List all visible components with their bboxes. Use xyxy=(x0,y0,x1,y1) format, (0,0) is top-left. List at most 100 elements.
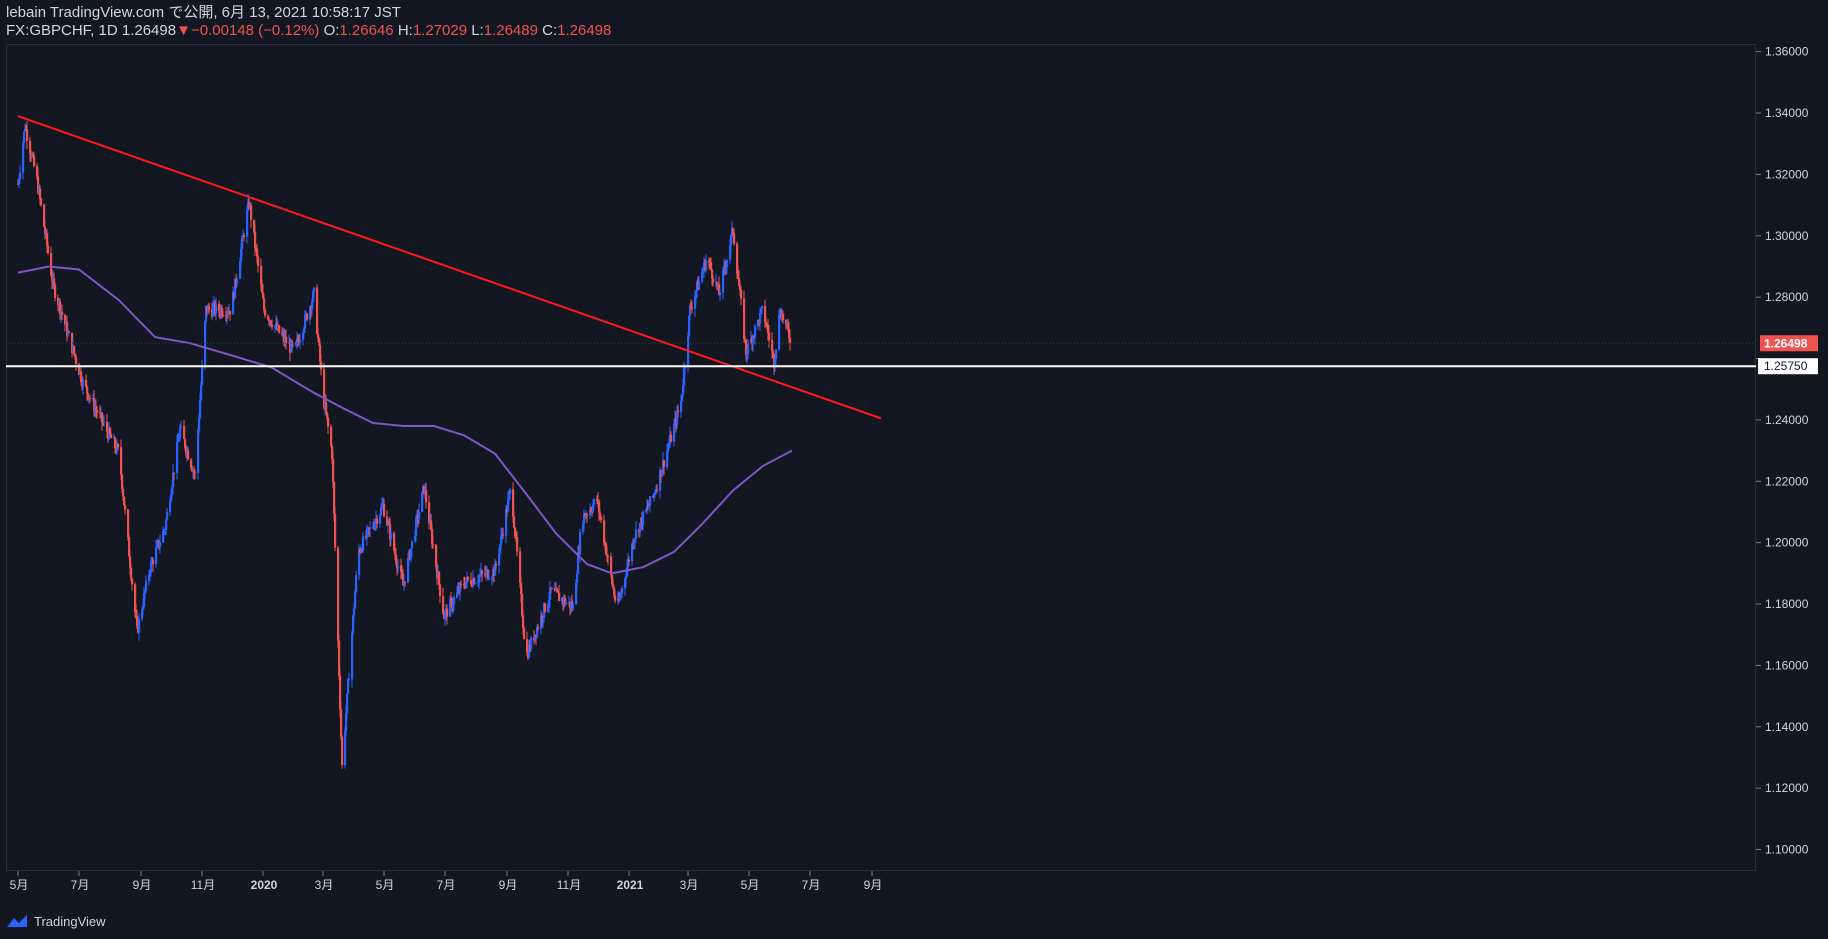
candle-body xyxy=(53,278,56,285)
candle-body xyxy=(169,501,172,512)
x-tick-label: 3月 xyxy=(315,878,334,892)
candle-body xyxy=(582,523,585,532)
candle-body xyxy=(183,425,186,439)
x-tick-label: 2020 xyxy=(251,878,278,892)
candle-body xyxy=(485,571,488,575)
candle-body xyxy=(162,531,165,543)
candle-body xyxy=(184,438,187,448)
y-tick-label: 1.10000 xyxy=(1765,843,1809,857)
candle-body xyxy=(649,496,652,506)
candle-body xyxy=(340,709,343,737)
candle-body xyxy=(509,489,512,494)
y-tick-label: 1.14000 xyxy=(1765,720,1809,734)
candle-body xyxy=(683,368,686,386)
candle-body xyxy=(218,303,221,311)
candle-body xyxy=(379,514,382,524)
candle-body xyxy=(740,289,743,299)
candle-body xyxy=(122,489,125,497)
candle-body xyxy=(40,198,43,205)
chart-header: lebain TradingView.com で公開, 6月 13, 2021 … xyxy=(6,4,611,40)
candle-body xyxy=(470,579,473,585)
candle-body xyxy=(267,315,270,320)
candle-body xyxy=(541,615,544,621)
candle-body xyxy=(710,262,713,270)
candle-body xyxy=(246,210,249,237)
candle-body xyxy=(270,320,273,325)
candle-body xyxy=(260,265,263,285)
candle-body xyxy=(614,595,617,601)
candle-body xyxy=(341,736,344,765)
x-tick-label: 9月 xyxy=(133,878,152,892)
candle-body xyxy=(345,713,348,731)
candle-body xyxy=(507,499,510,512)
candle-body xyxy=(222,315,225,317)
y-tick-label: 1.16000 xyxy=(1765,658,1809,672)
candle-body xyxy=(400,565,403,572)
trendline[interactable] xyxy=(17,115,882,420)
candle-body xyxy=(191,467,194,472)
candle-body xyxy=(117,444,120,448)
candle-body xyxy=(667,447,670,452)
candle-body xyxy=(215,303,218,314)
candle-body xyxy=(519,551,522,583)
candle-body xyxy=(331,446,334,459)
candle-body xyxy=(628,559,631,562)
candle-body xyxy=(302,333,305,340)
candle-body xyxy=(607,556,610,558)
candle-body xyxy=(96,410,99,413)
candle-body xyxy=(376,518,379,524)
candle-body xyxy=(428,502,431,523)
candle-body xyxy=(193,470,196,473)
moving-average-line[interactable] xyxy=(17,265,793,575)
candle-body xyxy=(418,511,421,519)
candle-body xyxy=(347,679,350,694)
candle-body xyxy=(180,425,183,428)
candle-body xyxy=(351,632,354,680)
candle-body xyxy=(746,354,749,356)
close-value: 1.26498 xyxy=(557,22,612,39)
candle-body xyxy=(306,313,309,320)
candle-body xyxy=(159,542,162,547)
candle-body xyxy=(121,474,124,490)
candle-body xyxy=(250,205,253,220)
candle-body xyxy=(635,529,638,539)
candle-body xyxy=(648,505,651,508)
candle-body xyxy=(547,604,550,612)
candle-body xyxy=(775,349,778,360)
candle-body xyxy=(374,522,377,528)
candle-body xyxy=(109,427,112,435)
candle-body xyxy=(743,298,746,339)
candle-body xyxy=(465,582,468,588)
candle-body xyxy=(435,544,438,567)
candle-body xyxy=(788,328,791,338)
candle-body xyxy=(24,128,27,132)
candle-body xyxy=(459,583,462,593)
candle-body xyxy=(605,543,608,555)
candle-body xyxy=(311,301,314,310)
candle-body xyxy=(744,338,747,340)
high-label: H: xyxy=(397,22,413,39)
candle-body xyxy=(718,284,721,296)
candle-body xyxy=(423,486,426,493)
y-tick-label: 1.32000 xyxy=(1765,167,1809,181)
footer-brand[interactable]: TradingView xyxy=(6,911,106,931)
candle-body xyxy=(782,313,785,320)
candle-body xyxy=(611,575,614,584)
x-tick-label: 2021 xyxy=(617,878,644,892)
candle-body xyxy=(136,616,139,626)
candle-body xyxy=(747,342,750,355)
y-tick-label: 1.24000 xyxy=(1765,413,1809,427)
candle-body xyxy=(642,511,645,525)
plot-area-border xyxy=(6,44,1756,871)
candle-body xyxy=(723,265,726,270)
candle-body xyxy=(82,379,85,387)
candle-body xyxy=(227,312,230,314)
candle-body xyxy=(389,524,392,540)
candle-body xyxy=(404,581,407,583)
candle-body xyxy=(432,543,435,545)
candle-body xyxy=(760,308,763,313)
y-tick-label: 1.22000 xyxy=(1765,474,1809,488)
candle-body xyxy=(467,576,470,580)
candle-body xyxy=(576,574,579,583)
